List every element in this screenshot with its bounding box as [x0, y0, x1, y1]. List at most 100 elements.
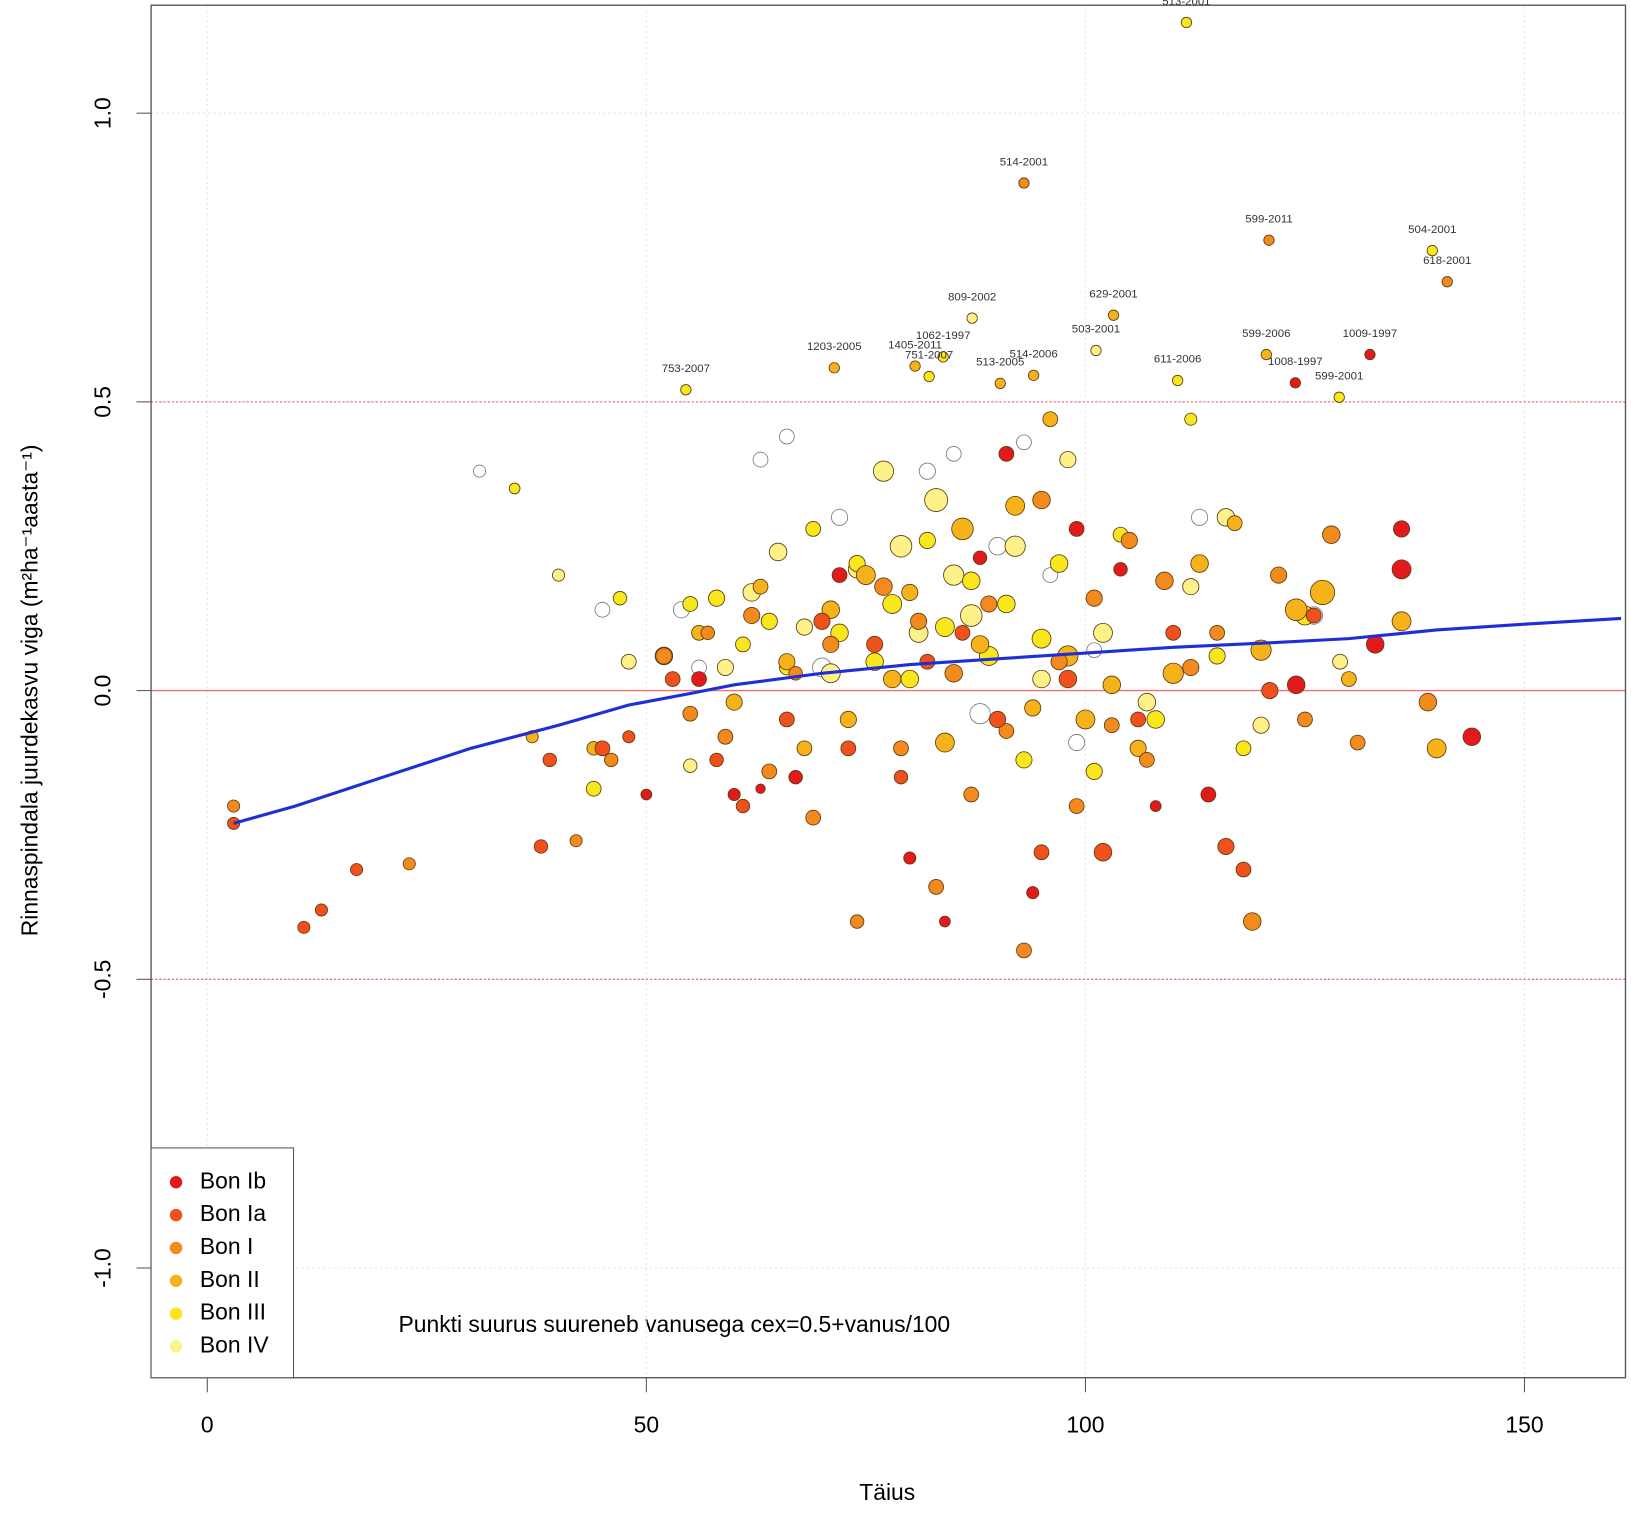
point	[1068, 734, 1086, 752]
point	[1129, 739, 1147, 757]
point	[1226, 515, 1243, 531]
point	[1305, 607, 1322, 624]
point	[508, 482, 521, 495]
point	[1366, 635, 1385, 654]
point	[1049, 554, 1069, 573]
point	[903, 851, 917, 865]
point	[1155, 571, 1174, 591]
point	[1462, 727, 1482, 746]
point	[893, 770, 909, 785]
point-label: 1008-1997	[1268, 356, 1323, 368]
legend-label: Bon III	[200, 1299, 266, 1325]
point	[716, 658, 734, 677]
point	[1113, 562, 1128, 577]
labeled-point	[994, 377, 1006, 390]
point	[1341, 671, 1357, 687]
point	[1005, 495, 1026, 516]
point	[717, 728, 734, 745]
point	[691, 671, 707, 687]
point	[1349, 734, 1366, 751]
point-label: 1062-1997	[916, 330, 971, 342]
point	[795, 618, 813, 636]
point	[314, 903, 328, 917]
point	[1015, 751, 1033, 769]
y-tick-label: 1.0	[89, 97, 115, 129]
point	[989, 710, 1007, 728]
point	[928, 879, 944, 895]
point	[533, 839, 549, 854]
point	[1182, 578, 1200, 596]
labeled-point	[680, 384, 692, 396]
x-tick-label: 150	[1505, 1412, 1543, 1438]
point	[752, 451, 769, 468]
point	[935, 732, 955, 753]
point	[709, 752, 724, 768]
point	[954, 624, 971, 641]
point	[1184, 412, 1198, 426]
point-label: 753-2007	[662, 363, 710, 375]
point	[1032, 669, 1051, 689]
point	[1418, 692, 1438, 712]
x-tick-label: 50	[634, 1412, 659, 1438]
point	[1209, 624, 1226, 641]
y-tick-label: 0.5	[89, 386, 115, 418]
point	[1139, 752, 1155, 768]
point	[725, 693, 743, 711]
point	[918, 531, 936, 549]
point	[620, 653, 637, 670]
point	[1026, 886, 1040, 900]
point	[939, 915, 951, 928]
point-label: 503-2001	[1072, 324, 1120, 336]
y-tick-label: 0.0	[89, 675, 115, 707]
point	[1208, 647, 1226, 665]
y-tick-label: -0.5	[89, 960, 115, 999]
labeled-point	[966, 312, 978, 324]
point	[1217, 837, 1235, 856]
point	[1426, 738, 1447, 759]
point	[1149, 800, 1162, 812]
labeled-point	[1426, 244, 1438, 257]
labeled-point	[1028, 369, 1040, 381]
legend-label: Bon II	[200, 1266, 260, 1292]
legend-marker	[169, 1340, 183, 1353]
point	[552, 568, 566, 582]
point	[682, 596, 699, 612]
point	[1033, 844, 1050, 861]
point	[1093, 622, 1113, 643]
point	[796, 740, 813, 757]
point	[1058, 669, 1078, 689]
point	[735, 798, 751, 814]
legend-label: Bon Ia	[200, 1200, 266, 1226]
point	[1286, 675, 1306, 695]
legend-marker	[169, 1175, 183, 1189]
labeled-point	[923, 370, 935, 383]
point	[735, 636, 751, 653]
point	[813, 612, 831, 630]
point	[473, 464, 487, 478]
point	[612, 591, 628, 606]
point	[840, 740, 857, 757]
point	[1059, 451, 1077, 469]
legend-marker	[169, 1241, 183, 1255]
point-label: 809-2002	[948, 291, 996, 303]
point	[1042, 567, 1059, 583]
point-label: 599-2006	[1242, 328, 1290, 340]
point	[831, 508, 849, 526]
point	[998, 723, 1015, 739]
point	[918, 462, 936, 480]
point	[622, 730, 636, 744]
legend-marker	[169, 1208, 183, 1222]
labeled-point	[1263, 234, 1275, 246]
point	[1016, 942, 1032, 959]
point	[760, 612, 778, 630]
point	[900, 669, 920, 689]
point	[822, 635, 840, 653]
point	[856, 565, 876, 585]
point	[1243, 912, 1262, 931]
y-axis-label: Rinnaspindala juurdekasvu viga (m²ha⁻¹aa…	[17, 445, 43, 937]
point-label: 751-2007	[905, 350, 953, 362]
x-tick-label: 0	[201, 1412, 214, 1438]
point	[1165, 624, 1182, 641]
